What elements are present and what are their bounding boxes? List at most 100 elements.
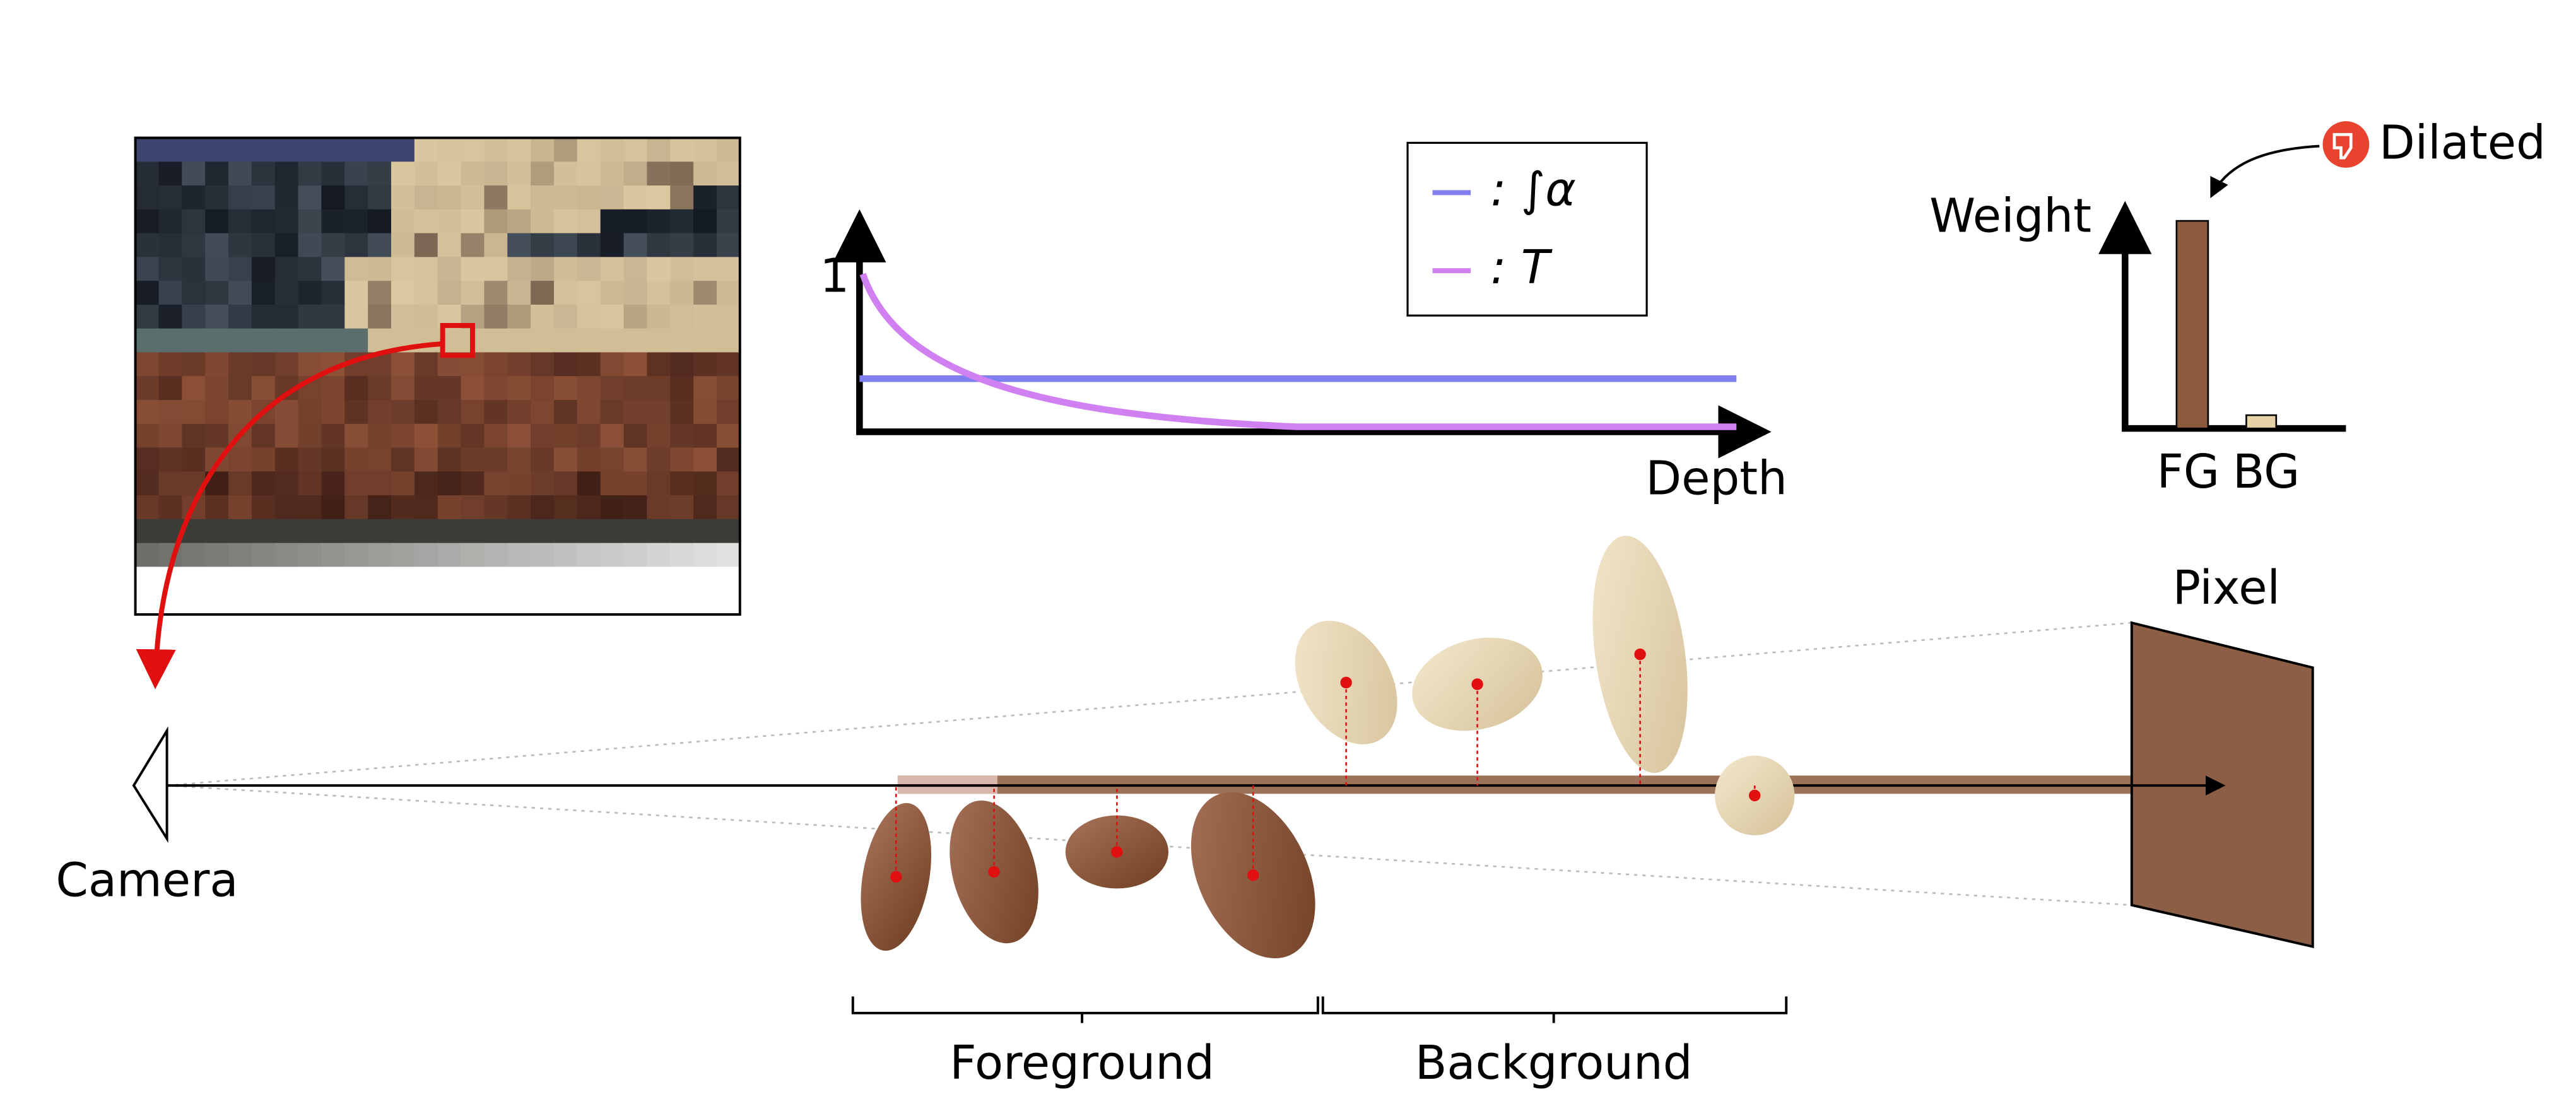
bg-bar: [2245, 414, 2278, 430]
image-pixel: [298, 543, 322, 568]
image-pixel: [158, 304, 183, 330]
image-pixel: [693, 590, 718, 616]
image-pixel: [507, 567, 532, 592]
image-pixel: [205, 209, 230, 234]
image-pixel: [647, 447, 671, 473]
image-pixel: [182, 590, 206, 616]
image-pixel: [484, 352, 509, 377]
image-pixel: [344, 162, 369, 187]
image-pixel: [623, 328, 648, 353]
image-pixel: [507, 233, 532, 258]
image-pixel: [298, 352, 322, 377]
image-pixel: [437, 495, 462, 520]
image-pixel: [135, 185, 160, 211]
image-pixel: [437, 162, 462, 187]
image-pixel: [553, 447, 579, 473]
image-pixel: [135, 162, 160, 187]
image-pixel: [182, 400, 206, 425]
image-pixel: [437, 543, 462, 568]
image-pixel: [461, 376, 485, 401]
image-pixel: [716, 233, 741, 258]
image-pixel: [274, 209, 299, 234]
image-pixel: [368, 233, 392, 258]
image-pixel: [368, 543, 392, 568]
image-pixel: [437, 257, 462, 282]
image-pixel: [623, 162, 648, 187]
image-pixel: [321, 543, 346, 568]
image-pixel: [135, 423, 160, 449]
image-pixel: [391, 162, 416, 187]
image-pixel: [600, 281, 625, 306]
image-pixel: [484, 138, 509, 163]
image-pixel: [716, 447, 741, 473]
image-pixel: [321, 138, 346, 163]
image-pixel: [670, 495, 695, 520]
image-pixel: [461, 138, 485, 163]
image-pixel: [274, 185, 299, 211]
image-pixel: [577, 471, 601, 496]
image-pixel: [298, 328, 322, 353]
image-pixel: [321, 471, 346, 496]
image-pixel: [623, 185, 648, 211]
image-pixel: [344, 590, 369, 616]
image-pixel: [135, 590, 160, 616]
image-pixel: [484, 209, 509, 234]
image-pixel: [693, 138, 718, 163]
image-pixel: [251, 162, 276, 187]
image-pixel: [577, 423, 601, 449]
image-pixel: [531, 519, 555, 544]
image-pixel: [344, 304, 369, 330]
gaussian-center: [1340, 676, 1352, 689]
image-pixel: [693, 281, 718, 306]
image-pixel: [600, 209, 625, 234]
image-pixel: [228, 590, 253, 616]
image-pixel: [135, 376, 160, 401]
image-pixel: [693, 471, 718, 496]
image-pixel: [647, 590, 671, 616]
image-pixel: [344, 185, 369, 211]
image-pixel: [600, 185, 625, 211]
image-pixel: [414, 281, 439, 306]
image-pixel: [135, 543, 160, 568]
image-pixel: [321, 423, 346, 449]
image-pixel: [507, 543, 532, 568]
background-label: Background: [1415, 1037, 1693, 1090]
image-pixel: [321, 209, 346, 234]
image-pixel: [647, 352, 671, 377]
image-pixel: [298, 495, 322, 520]
image-pixel: [693, 328, 718, 353]
image-pixel: [693, 162, 718, 187]
image-pixel: [484, 185, 509, 211]
image-pixel: [531, 257, 555, 282]
image-pixel: [228, 233, 253, 258]
image-pixel: [182, 138, 206, 163]
image-pixel: [251, 185, 276, 211]
image-pixel: [670, 423, 695, 449]
image-pixel: [344, 376, 369, 401]
image-pixel: [228, 328, 253, 353]
image-pixel: [531, 162, 555, 187]
image-pixel: [507, 209, 532, 234]
image-pixel: [670, 376, 695, 401]
image-pixel: [205, 281, 230, 306]
image-pixel: [228, 567, 253, 592]
image-pixel: [274, 328, 299, 353]
image-pixel: [437, 281, 462, 306]
image-pixel: [484, 400, 509, 425]
image-pixel: [553, 328, 579, 353]
image-pixel: [321, 185, 346, 211]
image-pixel: [135, 233, 160, 258]
image-pixel: [368, 162, 392, 187]
image-pixel: [577, 328, 601, 353]
image-pixel: [228, 281, 253, 306]
image-pixel: [321, 495, 346, 520]
image-pixel: [368, 590, 392, 616]
image-pixel: [414, 495, 439, 520]
image-pixel: [321, 376, 346, 401]
image-pixel: [344, 328, 369, 353]
image-pixel: [251, 138, 276, 163]
image-pixel: [647, 543, 671, 568]
image-pixel: [437, 447, 462, 473]
image-pixel: [600, 400, 625, 425]
image-pixel: [531, 471, 555, 496]
